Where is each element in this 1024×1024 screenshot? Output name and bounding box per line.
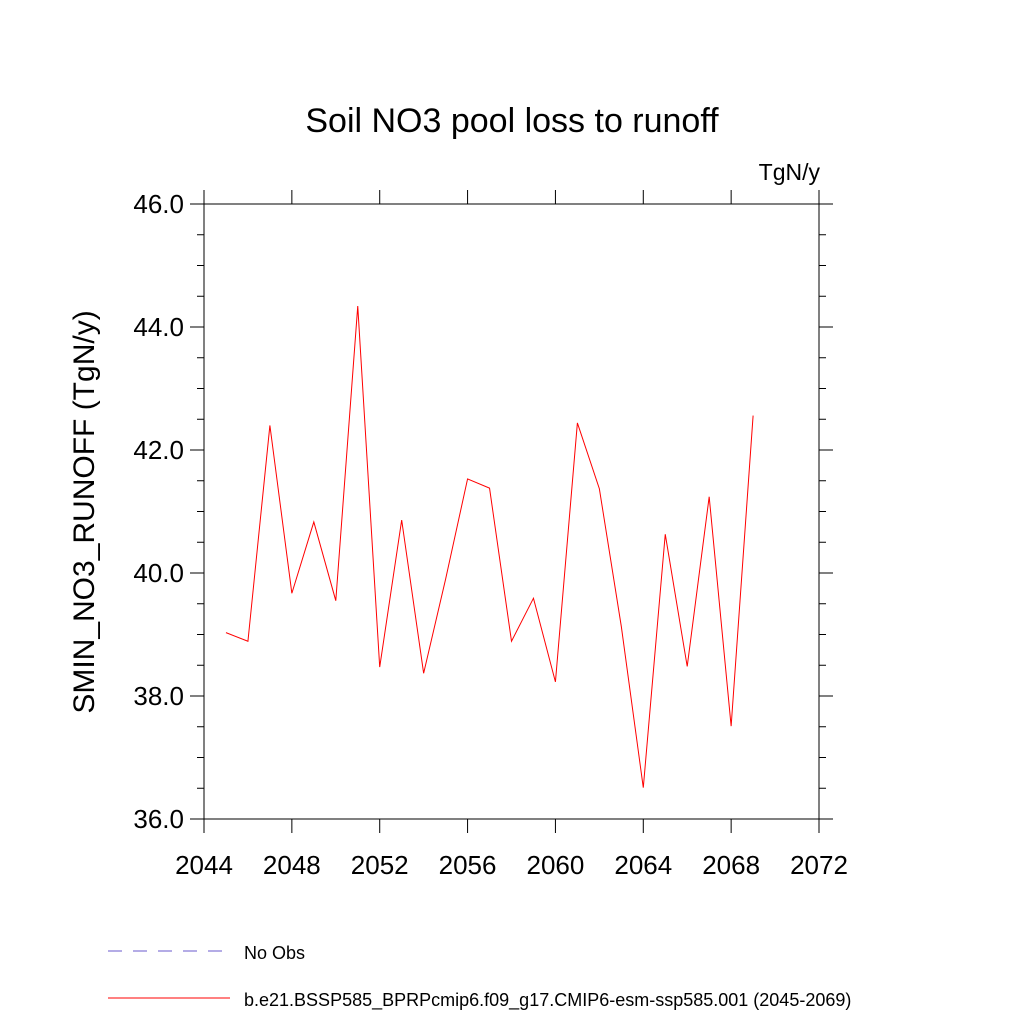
x-axis-ticks: 2044 2048 2052 2056 2060 2064 2068 2072 bbox=[175, 190, 848, 880]
x-tick-label: 2044 bbox=[175, 850, 233, 880]
x-tick-label: 2056 bbox=[439, 850, 497, 880]
y-tick-label: 46.0 bbox=[133, 189, 184, 219]
y-axis-label: SMIN_NO3_RUNOFF (TgN/y) bbox=[68, 310, 101, 713]
chart-title: Soil NO3 pool loss to runoff bbox=[305, 102, 719, 140]
x-tick-label: 2060 bbox=[527, 850, 585, 880]
legend-label-1: b.e21.BSSP585_BPRPcmip6.f09_g17.CMIP6-es… bbox=[244, 990, 851, 1011]
y-axis-ticks: 36.0 38.0 40.0 42.0 44.0 46.0 bbox=[133, 189, 833, 834]
series-layer bbox=[225, 306, 754, 788]
legend-label-0: No Obs bbox=[244, 943, 305, 963]
y-tick-label: 40.0 bbox=[133, 558, 184, 588]
units-label: TgN/y bbox=[759, 159, 821, 185]
y-tick-label: 42.0 bbox=[133, 435, 184, 465]
series-line-1 bbox=[225, 306, 754, 788]
y-tick-label: 36.0 bbox=[133, 804, 184, 834]
x-tick-label: 2048 bbox=[263, 850, 321, 880]
y-tick-label: 44.0 bbox=[133, 312, 184, 342]
y-tick-label: 38.0 bbox=[133, 681, 184, 711]
x-tick-label: 2072 bbox=[790, 850, 848, 880]
x-tick-label: 2068 bbox=[702, 850, 760, 880]
x-tick-label: 2064 bbox=[614, 850, 672, 880]
x-tick-label: 2052 bbox=[351, 850, 409, 880]
legend: No Obs b.e21.BSSP585_BPRPcmip6.f09_g17.CM… bbox=[108, 943, 851, 1011]
plot-frame bbox=[203, 203, 820, 820]
